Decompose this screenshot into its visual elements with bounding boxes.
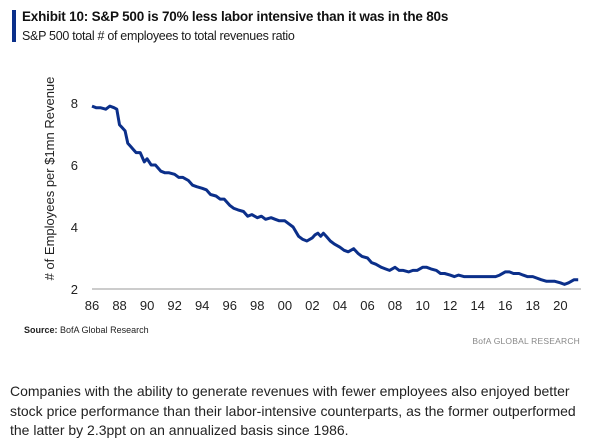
brand-watermark: BofA GLOBAL RESEARCH [472, 336, 580, 346]
x-tick-label: 94 [195, 298, 209, 313]
title-accent-bar [12, 10, 16, 42]
x-tick-label: 14 [470, 298, 484, 313]
source-label: Source: [24, 325, 58, 335]
x-tick-label: 86 [85, 298, 99, 313]
chart-exhibit: Exhibit 10: S&P 500 is 70% less labor in… [12, 9, 581, 346]
x-tick-label: 04 [333, 298, 347, 313]
x-tick-label: 88 [112, 298, 126, 313]
chart-subtitle: S&P 500 total # of employees to total re… [22, 29, 295, 43]
x-tick-label: 12 [443, 298, 457, 313]
x-tick-label: 06 [360, 298, 374, 313]
plot-area: 86 88 90 92 94 96 98 00 02 04 06 08 10 12 14 16 18 20 2 4 6… [71, 96, 581, 313]
chart-title: Exhibit 10: S&P 500 is 70% less labor in… [22, 9, 449, 24]
x-tick-label: 96 [223, 298, 237, 313]
x-tick-label: 02 [305, 298, 319, 313]
line-chart: 86 88 90 92 94 96 98 00 02 04 06 08 10 12 14 16 18 20 2 4 6… [42, 77, 581, 313]
x-tick-labels: 86 88 90 92 94 96 98 00 02 04 06 08 10 12 14 16 18 20 [85, 298, 568, 313]
source-text: BofA Global Research [60, 325, 149, 335]
x-tick-label: 92 [167, 298, 181, 313]
y-tick-label: 8 [71, 96, 78, 111]
y-tick-label: 6 [71, 158, 78, 173]
y-tick-label: 4 [71, 220, 78, 235]
y-tick-label: 2 [71, 282, 78, 297]
x-tick-label: 20 [553, 298, 567, 313]
series-line [91, 104, 579, 286]
x-tick-label: 18 [526, 298, 540, 313]
x-tick-label: 10 [415, 298, 429, 313]
y-axis-label: # of Employees per $1mn Revenue [42, 77, 57, 281]
x-tick-label: 08 [388, 298, 402, 313]
x-tick-label: 16 [498, 298, 512, 313]
x-tick-label: 90 [140, 298, 154, 313]
caption-text: Companies with the ability to generate r… [10, 383, 576, 438]
source-note: Source: BofA Global Research [24, 325, 149, 335]
y-tick-labels: 2 4 6 8 [71, 96, 78, 297]
x-tick-label: 98 [250, 298, 264, 313]
x-tick-label: 00 [278, 298, 292, 313]
